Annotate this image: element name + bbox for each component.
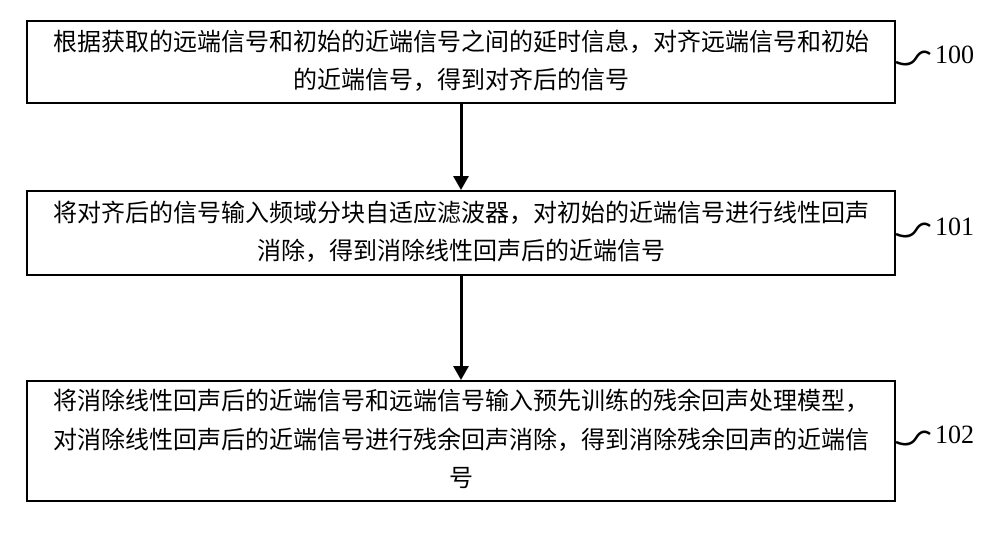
arrow-2-line [460,276,463,366]
step-label-2: 101 [935,212,974,242]
connector-curve-1 [896,46,936,76]
connector-curve-3 [896,426,936,456]
step-text-1: 根据获取的远端信号和初始的近端信号之间的延时信息，对齐远端信号和初始的近端信号，… [44,24,878,101]
step-text-3: 将消除线性回声后的近端信号和远端信号输入预先训练的残余回声处理模型，对消除线性回… [44,383,878,498]
connector-curve-2 [896,218,936,248]
flowchart-container: 根据获取的远端信号和初始的近端信号之间的延时信息，对齐远端信号和初始的近端信号，… [0,0,1000,534]
arrow-1-head [453,176,469,190]
arrow-2-head [453,366,469,380]
step-box-3: 将消除线性回声后的近端信号和远端信号输入预先训练的残余回声处理模型，对消除线性回… [26,380,896,502]
step-label-1: 100 [935,40,974,70]
step-text-2: 将对齐后的信号输入频域分块自适应滤波器，对初始的近端信号进行线性回声消除，得到消… [44,195,878,272]
arrow-1-line [460,104,463,176]
step-box-1: 根据获取的远端信号和初始的近端信号之间的延时信息，对齐远端信号和初始的近端信号，… [26,20,896,104]
step-box-2: 将对齐后的信号输入频域分块自适应滤波器，对初始的近端信号进行线性回声消除，得到消… [26,190,896,276]
step-label-3: 102 [935,420,974,450]
